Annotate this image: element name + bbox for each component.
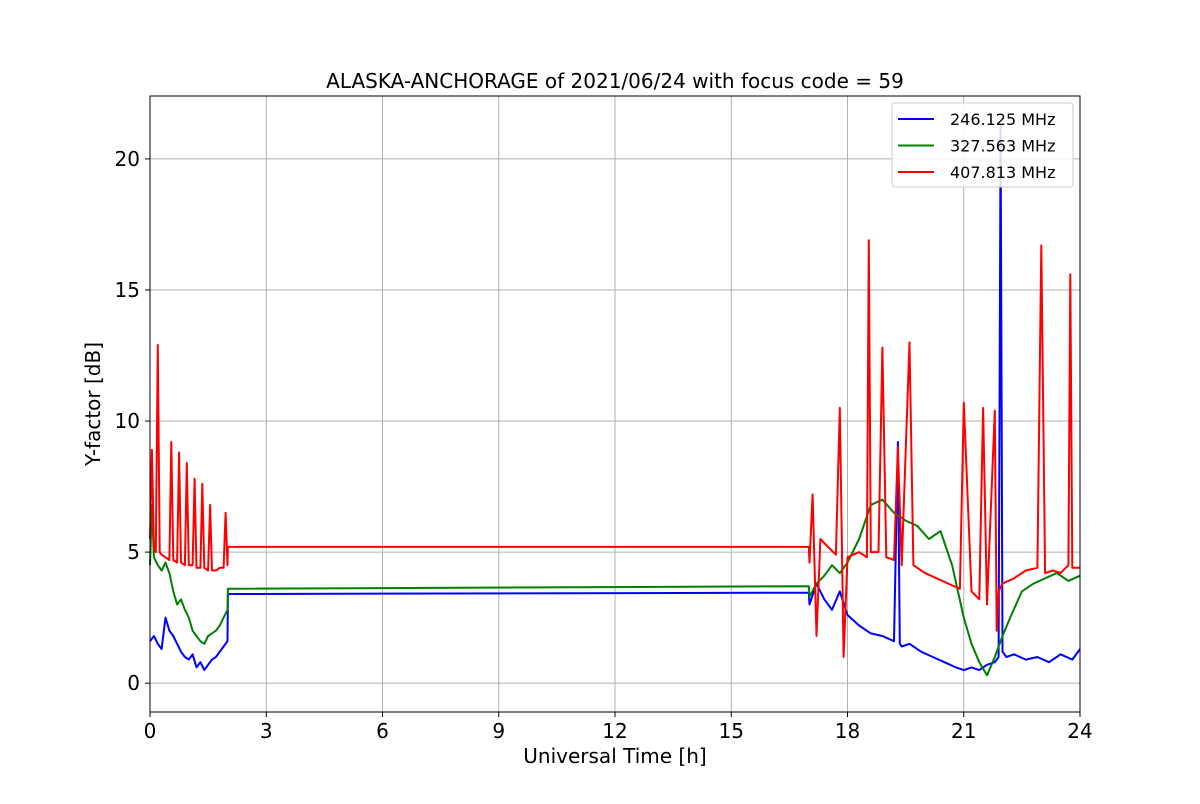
y-tick-label: 0 <box>127 671 140 695</box>
x-tick-label: 0 <box>144 719 157 743</box>
x-tick-label: 9 <box>492 719 505 743</box>
series-line-2 <box>149 498 1081 677</box>
legend-box <box>891 102 1074 188</box>
legend-label-1: 246.125 MHz <box>950 110 1055 129</box>
x-tick-label: 24 <box>1067 719 1092 743</box>
x-axis: 0 3 6 9 12 15 18 21 24 <box>144 712 1093 743</box>
y-axis-label: Y-factor [dB] <box>81 342 105 467</box>
legend-label-3: 407.813 MHz <box>950 163 1055 182</box>
x-tick-label: 6 <box>376 719 389 743</box>
y-tick-label: 5 <box>127 540 140 564</box>
legend: 246.125 MHz 327.563 MHz 407.813 MHz <box>891 102 1074 188</box>
x-tick-label: 15 <box>719 719 744 743</box>
y-tick-label: 20 <box>115 147 140 171</box>
x-tick-label: 12 <box>602 719 627 743</box>
series-line-1 <box>149 123 1081 672</box>
plot-lines <box>149 123 1081 677</box>
y-tick-label: 15 <box>115 278 140 302</box>
x-tick-label: 3 <box>260 719 273 743</box>
x-tick-label: 18 <box>835 719 860 743</box>
y-axis: 0 5 10 15 20 <box>115 147 150 695</box>
legend-label-2: 327.563 MHz <box>950 137 1055 156</box>
chart-title: ALASKA-ANCHORAGE of 2021/06/24 with focu… <box>326 69 904 93</box>
x-tick-label: 21 <box>951 719 976 743</box>
y-tick-label: 10 <box>115 409 140 433</box>
series-line-3 <box>149 239 1080 658</box>
x-axis-label: Universal Time [h] <box>523 744 706 768</box>
